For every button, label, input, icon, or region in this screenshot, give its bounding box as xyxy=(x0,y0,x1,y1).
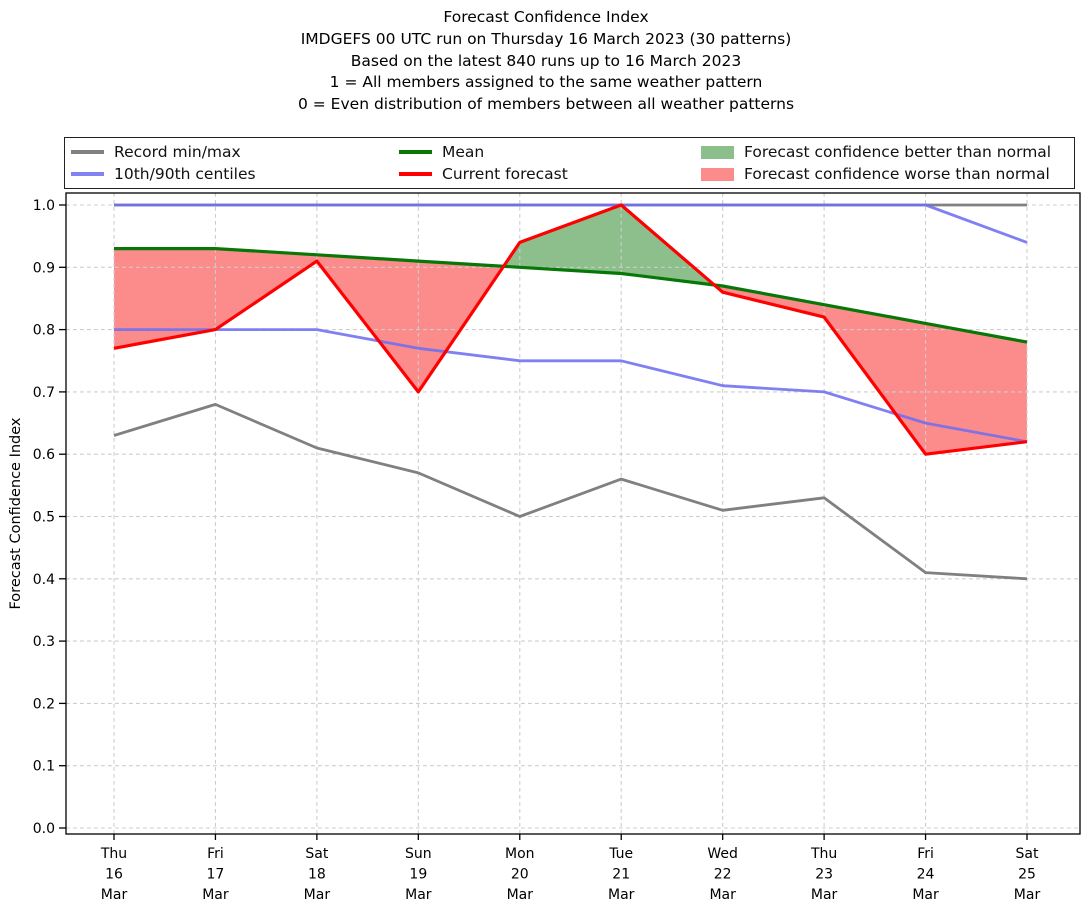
y-tick-label: 1.0 xyxy=(33,198,55,214)
axes-frame xyxy=(65,192,1081,835)
y-tick-label: 0.4 xyxy=(33,572,55,588)
legend: Record min/max 10th/90th centiles Mean C… xyxy=(64,137,1075,189)
legend-label: Forecast confidence worse than normal xyxy=(744,165,1050,183)
legend-item-centiles: 10th/90th centiles xyxy=(71,165,399,183)
x-tick-label: Tue 21 Mar xyxy=(608,846,635,903)
x-tick-label: Sun 19 Mar xyxy=(405,846,432,903)
fill-better-than-normal xyxy=(503,205,715,285)
series-line-current xyxy=(113,203,1028,456)
legend-item-mean: Mean xyxy=(399,143,701,161)
legend-label: Current forecast xyxy=(442,165,568,183)
legend-swatch xyxy=(71,150,104,154)
chart-subtitle-run: IMDGEFS 00 UTC run on Thursday 16 March … xyxy=(300,29,792,48)
legend-item-record-minmax: Record min/max xyxy=(71,143,399,161)
legend-swatch xyxy=(71,172,104,176)
legend-label: Forecast confidence better than normal xyxy=(744,143,1052,161)
x-tick-label: Fri 24 Mar xyxy=(912,846,939,903)
x-tick-label: Fri 17 Mar xyxy=(202,846,229,903)
y-axis-label: Forecast Confidence Index xyxy=(8,417,24,609)
chart-subtitle-basis: Based on the latest 840 runs up to 16 Ma… xyxy=(350,51,742,70)
series-line-p90 xyxy=(114,203,1028,244)
legend-swatch xyxy=(701,145,734,159)
y-tick-label: 0.9 xyxy=(33,260,55,276)
y-tick-label: 0.8 xyxy=(33,323,55,339)
chart-subtitle-scale1: 1 = All members assigned to the same wea… xyxy=(329,73,763,92)
series-line-mean xyxy=(114,247,1028,344)
y-tick-label: 0.3 xyxy=(33,634,55,650)
legend-item-better-than-normal: Forecast confidence better than normal xyxy=(701,143,1074,161)
x-tick-label: Thu 23 Mar xyxy=(810,846,838,903)
legend-swatch xyxy=(399,172,432,176)
legend-label: Record min/max xyxy=(114,143,241,161)
fill-worse-than-normal xyxy=(114,248,504,392)
y-tick-label: 0.2 xyxy=(33,696,55,712)
chart-title-block: Forecast Confidence Index IMDGEFS 00 UTC… xyxy=(0,7,1092,116)
x-tick-label: Thu 16 Mar xyxy=(100,846,128,903)
legend-swatch xyxy=(399,150,432,154)
legend-label: 10th/90th centiles xyxy=(114,165,256,183)
legend-swatch xyxy=(701,167,734,181)
legend-item-worse-than-normal: Forecast confidence worse than normal xyxy=(701,165,1074,183)
fill-worse-than-normal xyxy=(714,285,1027,455)
chart-subtitle-scale0: 0 = Even distribution of members between… xyxy=(297,95,795,114)
legend-label: Mean xyxy=(442,143,485,161)
chart-title: Forecast Confidence Index xyxy=(443,8,649,26)
x-tick-label: Mon 20 Mar xyxy=(505,846,535,903)
y-tick-label: 0.6 xyxy=(33,447,55,463)
legend-item-current-forecast: Current forecast xyxy=(399,165,701,183)
y-tick-label: 0.7 xyxy=(33,385,55,401)
y-tick-label: 0.1 xyxy=(33,759,55,775)
x-tick-label: Sat 25 Mar xyxy=(1014,846,1041,903)
y-tick-label: 0.5 xyxy=(33,510,55,526)
series-line-record_min xyxy=(113,402,1028,581)
x-tick-label: Wed 22 Mar xyxy=(707,846,738,903)
series-line-p10 xyxy=(114,328,1028,444)
x-tick-label: Sat 18 Mar xyxy=(304,846,331,903)
y-tick-label: 0.0 xyxy=(33,821,55,837)
